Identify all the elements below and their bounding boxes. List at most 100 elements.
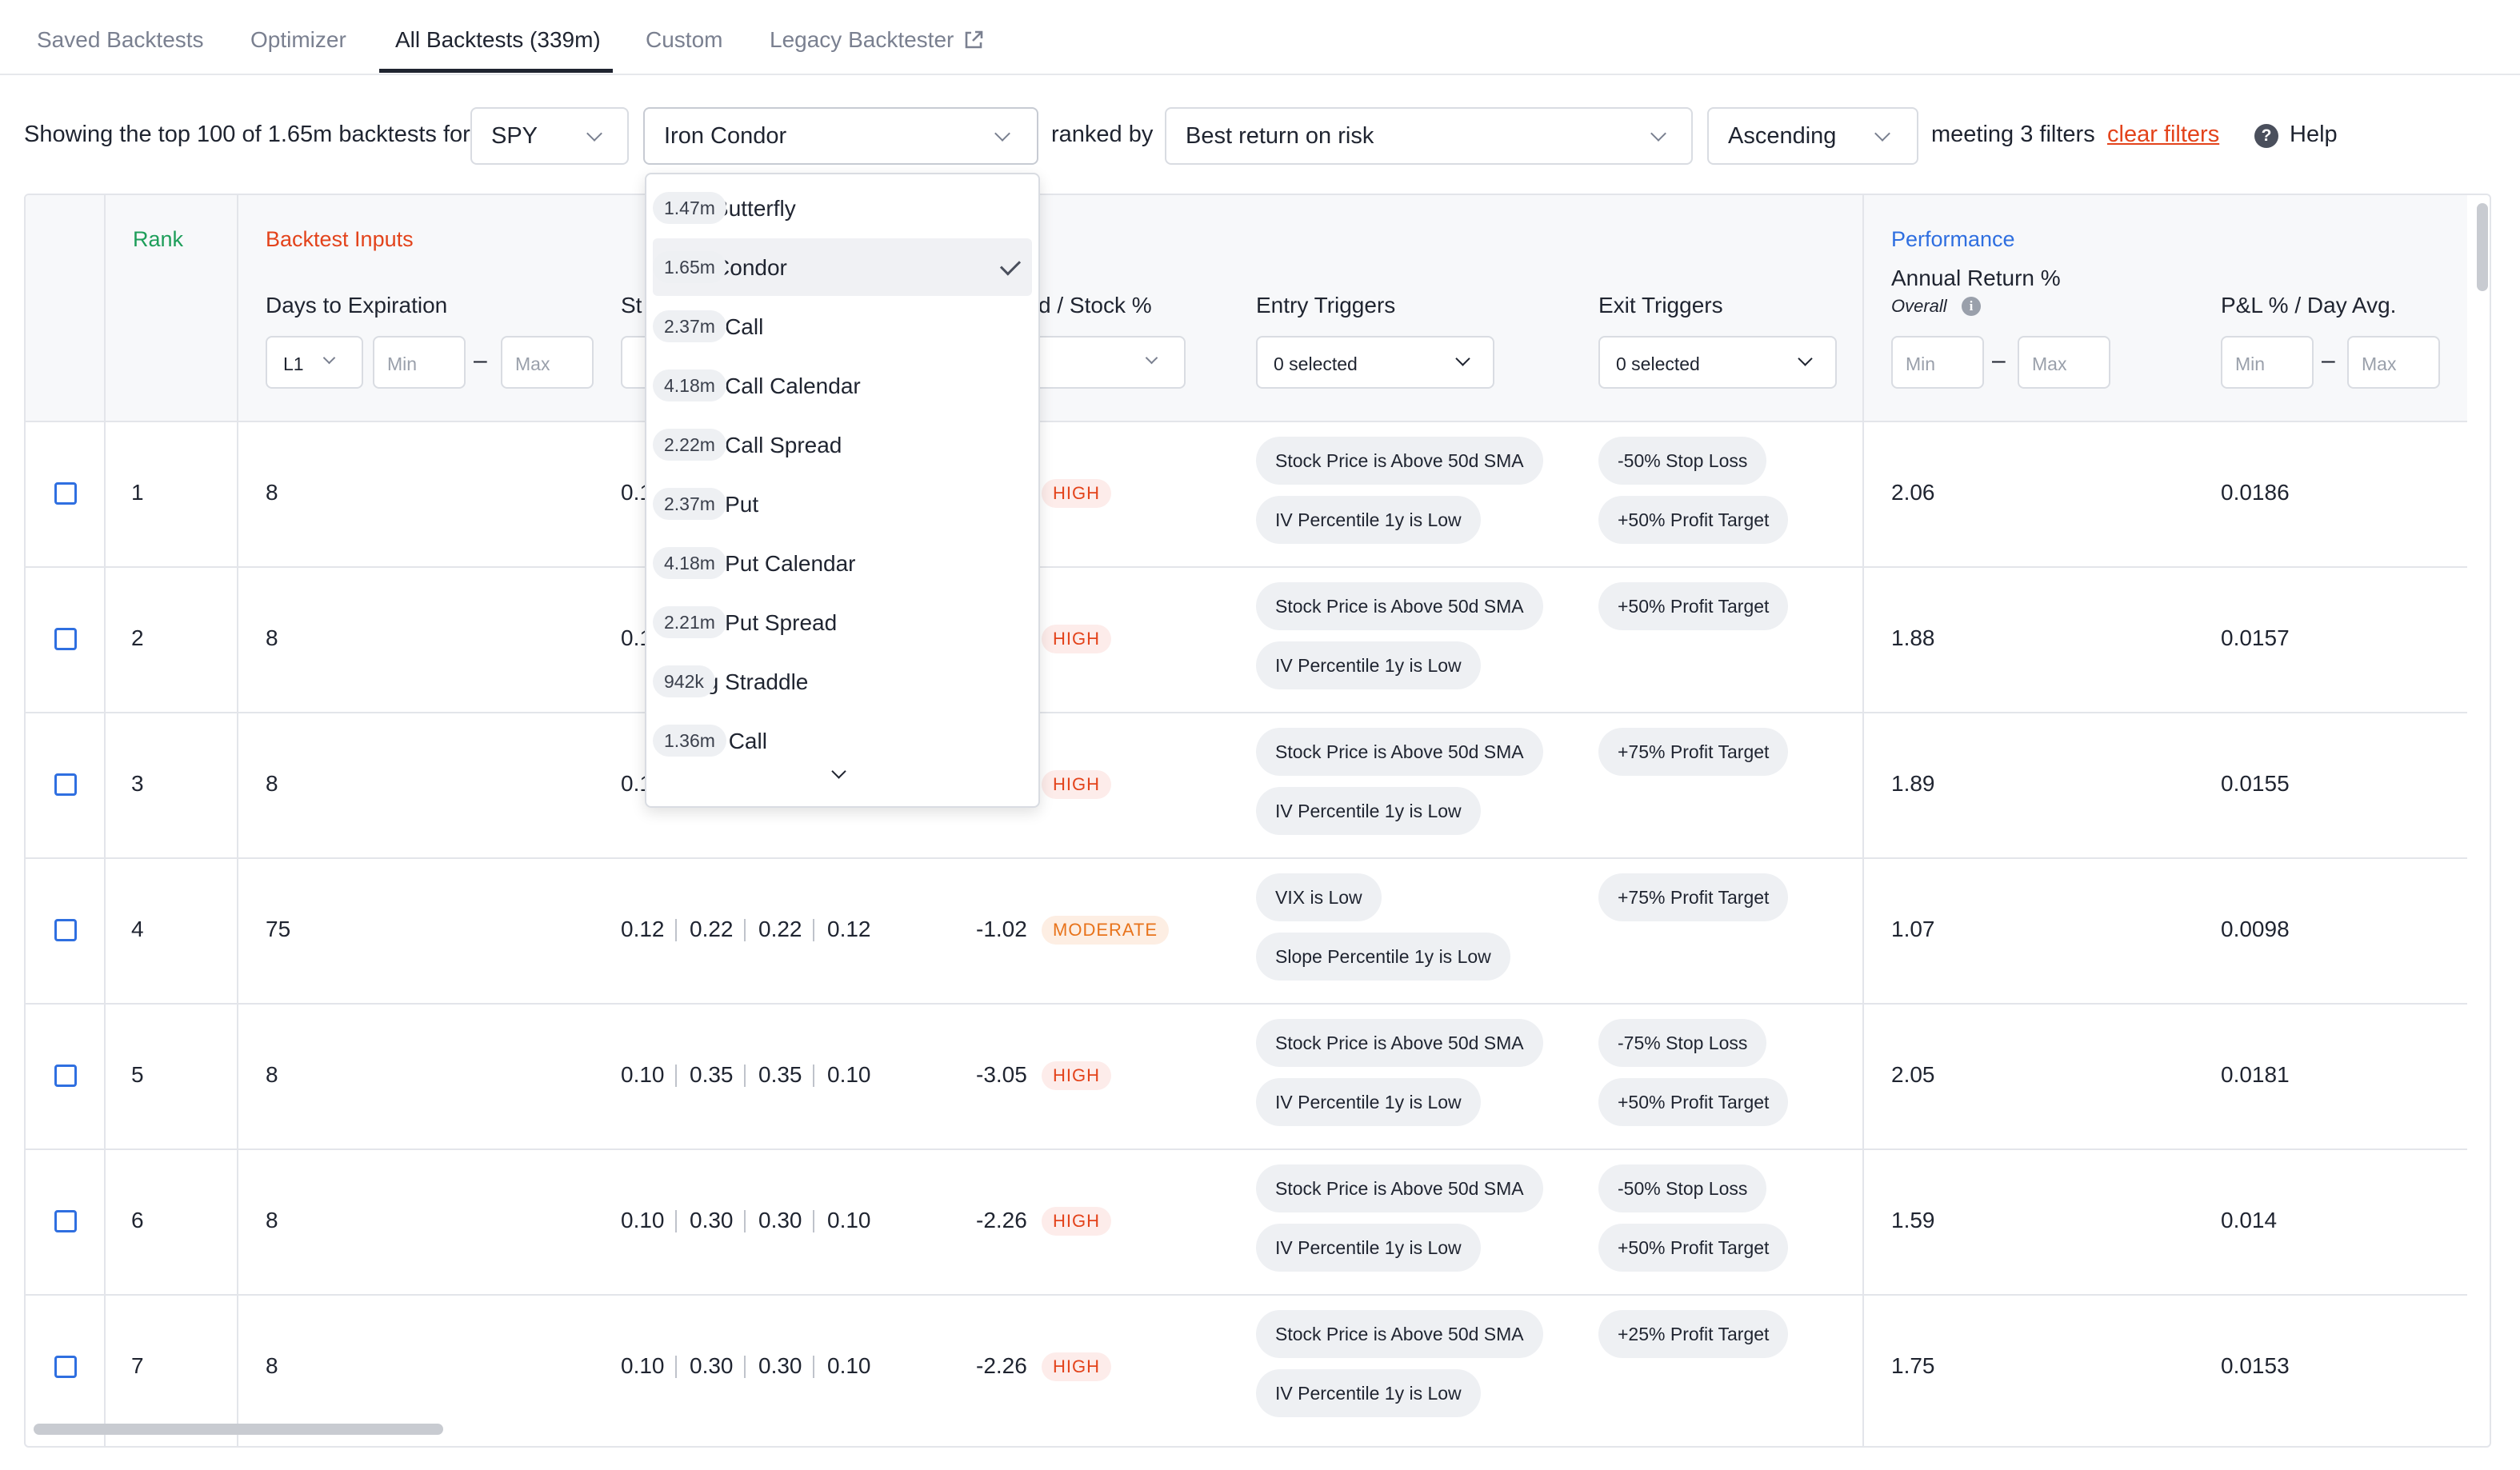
help-icon[interactable]: ? (2254, 124, 2278, 148)
dte-select[interactable]: L1 (266, 336, 363, 389)
table-row[interactable] (26, 1294, 2467, 1440)
strategy-option[interactable]: Long Call Spread 2.22m (653, 416, 1032, 473)
table-row[interactable] (26, 1148, 2467, 1294)
entry-select-value: 0 selected (1274, 354, 1358, 374)
max-placeholder: Max (515, 354, 550, 374)
horizontal-scrollbar[interactable] (34, 1424, 443, 1435)
tab-legacy-backtester[interactable]: Legacy Backtester (770, 27, 954, 52)
rank-cell: 1 (131, 480, 144, 505)
vertical-scrollbar[interactable] (2477, 203, 2488, 291)
strike-separator (813, 1356, 814, 1378)
row-checkbox[interactable] (54, 1356, 77, 1378)
table-row[interactable] (26, 566, 2467, 712)
pnl-max-input[interactable]: Max (2347, 336, 2440, 389)
dte-max-input[interactable]: Max (501, 336, 594, 389)
clear-filters-link[interactable]: clear filters (2107, 122, 2220, 147)
stock-pct-header[interactable]: d / Stock % (1038, 293, 1152, 318)
strategy-option[interactable]: Long Call Calendar 4.18m (653, 357, 1032, 414)
risk-badge: HIGH (1042, 1207, 1111, 1236)
entry-trigger-chip: IV Percentile 1y is Low (1256, 641, 1481, 689)
row-checkbox[interactable] (54, 1210, 77, 1232)
risk-badge: HIGH (1042, 1352, 1111, 1381)
active-tab-indicator (379, 69, 613, 73)
entry-trigger-chip: Slope Percentile 1y is Low (1256, 933, 1510, 981)
cost-cell: -2.26 (976, 1353, 1027, 1378)
table-row[interactable] (26, 857, 2467, 1003)
dte-min-input[interactable]: Min (373, 336, 466, 389)
tab-custom[interactable]: Custom (646, 27, 723, 52)
exit-trigger-chip: +50% Profit Target (1598, 1224, 1789, 1272)
chevron-down-icon (1455, 351, 1470, 366)
order-select[interactable]: Ascending (1707, 107, 1918, 165)
strategy-option[interactable]: Long Put Calendar 4.18m (653, 534, 1032, 592)
range-dash: – (474, 347, 487, 373)
strategy-option[interactable]: Long Straddle 942k (653, 653, 1032, 710)
annual-return-cell: 1.89 (1891, 771, 1935, 796)
row-checkbox[interactable] (54, 919, 77, 941)
min-placeholder: Min (2235, 354, 2266, 374)
col-divider (237, 195, 238, 1446)
dte-header[interactable]: Days to Expiration (266, 293, 448, 318)
help-link[interactable]: Help (2290, 122, 2338, 147)
pnl-day-cell: 0.0157 (2221, 625, 2290, 650)
pnl-day-cell: 0.0181 (2221, 1062, 2290, 1087)
annual-min-input[interactable]: Min (1891, 336, 1984, 389)
tab-saved-backtests[interactable]: Saved Backtests (37, 27, 204, 52)
annual-max-input[interactable]: Max (2018, 336, 2110, 389)
tab-bar: Saved Backtests Optimizer All Backtests … (0, 0, 2520, 75)
table-row[interactable] (26, 421, 2467, 566)
rank-metric-select[interactable]: Best return on risk (1165, 107, 1693, 165)
strike-value: 0.35 (690, 1062, 734, 1087)
exit-triggers-select[interactable]: 0 selected (1598, 336, 1837, 389)
table-row[interactable] (26, 712, 2467, 857)
exit-trigger-chip: -50% Stop Loss (1598, 437, 1767, 485)
entry-trigger-chip: Stock Price is Above 50d SMA (1256, 728, 1543, 776)
strike-value: 0.30 (690, 1208, 734, 1232)
annual-return-header[interactable]: Annual Return % (1891, 266, 2061, 290)
strategy-option[interactable]: Iron Condor 1.65m (653, 238, 1032, 296)
annual-return-sub: Overall (1891, 296, 1947, 316)
external-link-icon[interactable] (962, 29, 985, 51)
info-icon[interactable]: i (1962, 297, 1981, 316)
rank-group-label: Rank (133, 227, 184, 251)
row-checkbox[interactable] (54, 628, 77, 650)
table-row[interactable] (26, 1003, 2467, 1148)
strike-value: 0.22 (690, 917, 734, 941)
pnl-day-header[interactable]: P&L % / Day Avg. (2221, 293, 2397, 318)
tab-optimizer[interactable]: Optimizer (250, 27, 346, 52)
annual-return-cell: 2.05 (1891, 1062, 1935, 1087)
exit-trigger-chip: +50% Profit Target (1598, 1078, 1789, 1126)
risk-badge: HIGH (1042, 1061, 1111, 1090)
strategy-option[interactable]: Long Put Spread 2.21m (653, 593, 1032, 651)
risk-badge: HIGH (1042, 625, 1111, 653)
exit-triggers-header[interactable]: Exit Triggers (1598, 293, 1723, 318)
symbol-select[interactable]: SPY (470, 107, 629, 165)
strategy-select[interactable]: Iron Condor (643, 107, 1038, 165)
check-icon (999, 254, 1022, 276)
annual-return-cell: 2.06 (1891, 480, 1935, 505)
exit-trigger-chip: -50% Stop Loss (1598, 1164, 1767, 1212)
strike-separator (675, 1356, 677, 1378)
tab-all-backtests[interactable]: All Backtests (339m) (395, 27, 601, 52)
entry-triggers-header[interactable]: Entry Triggers (1256, 293, 1396, 318)
risk-badge: HIGH (1042, 479, 1111, 508)
strategy-option[interactable]: Iron Butterfly 1.47m (653, 179, 1032, 237)
pnl-min-input[interactable]: Min (2221, 336, 2314, 389)
strike-value: 0.10 (827, 1208, 871, 1232)
cost-cell: -1.02 (976, 917, 1027, 941)
exit-trigger-chip: -75% Stop Loss (1598, 1019, 1767, 1067)
chevron-down-icon (1650, 126, 1666, 142)
rank-cell: 7 (131, 1353, 144, 1378)
row-checkbox[interactable] (54, 1065, 77, 1087)
entry-trigger-chip: IV Percentile 1y is Low (1256, 1078, 1481, 1126)
row-checkbox[interactable] (54, 482, 77, 505)
dte-cell: 8 (266, 1062, 278, 1087)
pnl-day-cell: 0.014 (2221, 1208, 2278, 1232)
strikes-header[interactable]: St (621, 293, 642, 318)
entry-triggers-select[interactable]: 0 selected (1256, 336, 1494, 389)
row-checkbox[interactable] (54, 773, 77, 796)
strike-separator (813, 1210, 814, 1232)
